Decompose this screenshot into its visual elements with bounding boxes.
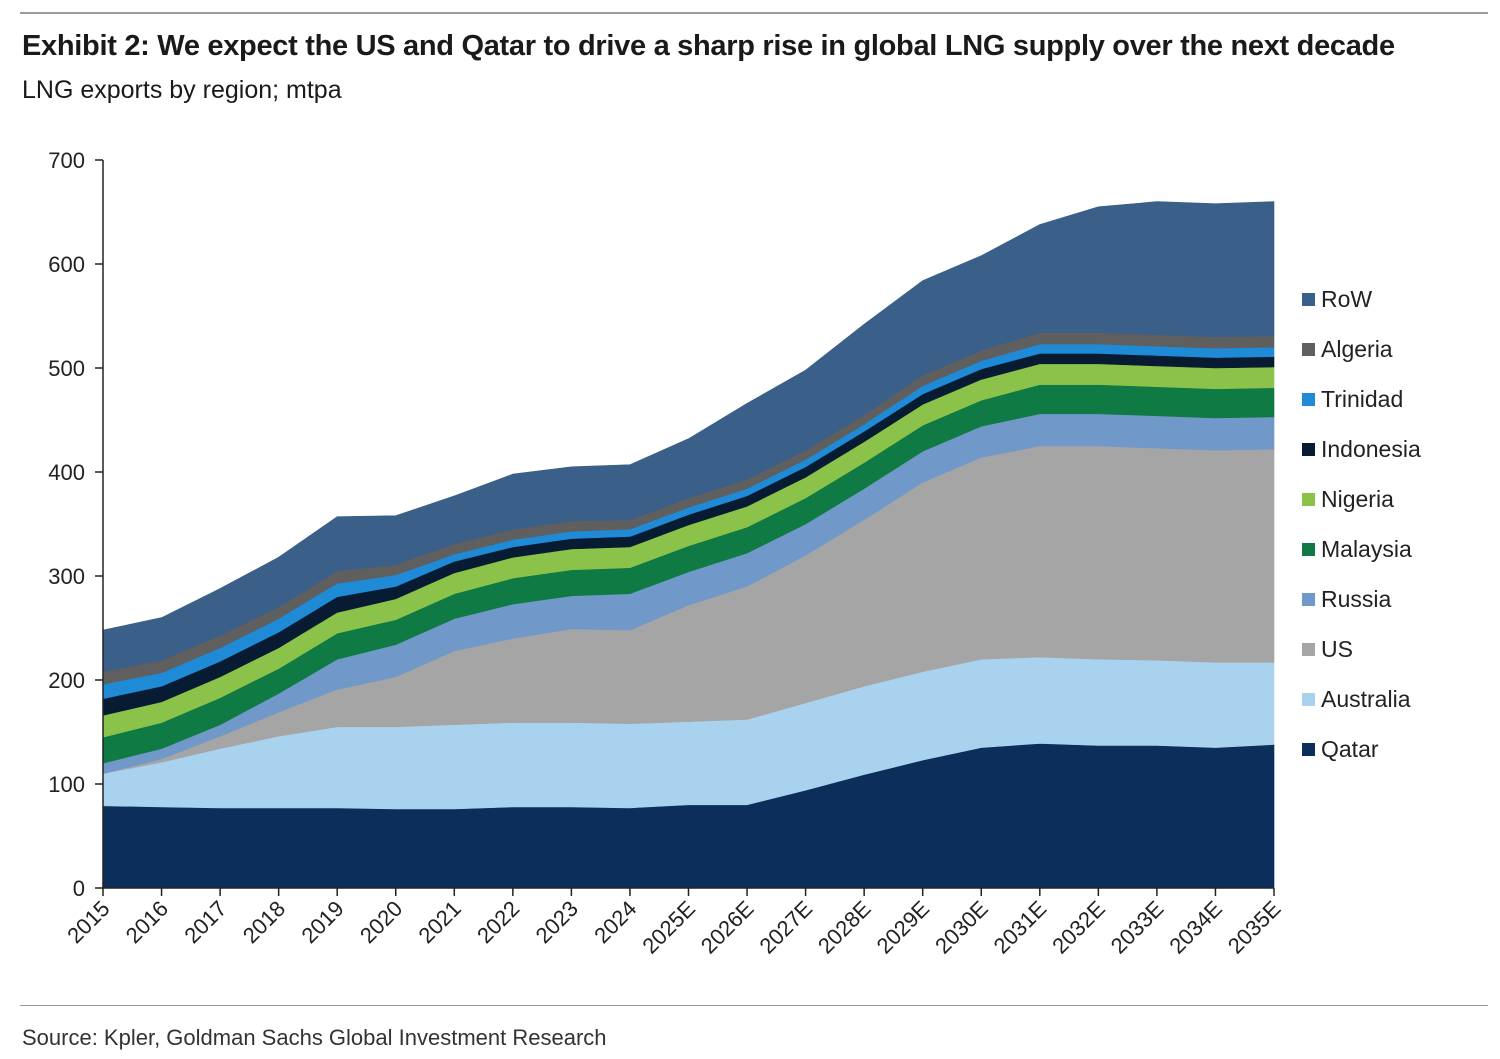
y-tick-label: 300 xyxy=(48,564,85,589)
x-tick-label: 2020 xyxy=(355,896,407,948)
legend-label: Russia xyxy=(1321,585,1392,612)
x-tick-label: 2015 xyxy=(62,896,114,948)
legend-label: Trinidad xyxy=(1321,385,1404,412)
legend-swatch xyxy=(1302,392,1315,406)
area-row xyxy=(102,201,1275,673)
legend-item-indonesia: Indonesia xyxy=(1302,434,1421,464)
y-tick-label: 700 xyxy=(48,148,85,173)
y-tick-label: 0 xyxy=(73,876,85,901)
legend-item-nigeria: Nigeria xyxy=(1302,484,1394,514)
legend-item-malaysia: Malaysia xyxy=(1302,534,1412,564)
y-tick-label: 100 xyxy=(48,772,85,797)
legend-label: RoW xyxy=(1321,285,1373,312)
legend-label: Nigeria xyxy=(1321,485,1394,512)
legend-item-australia: Australia xyxy=(1302,684,1410,714)
legend-swatch xyxy=(1302,492,1315,506)
legend-swatch xyxy=(1302,692,1315,706)
x-tick-label: 2023 xyxy=(531,896,583,948)
legend-item-us: US xyxy=(1302,634,1353,664)
x-tick-label: 2025E xyxy=(637,896,700,959)
legend-swatch xyxy=(1302,742,1315,756)
y-tick-label: 500 xyxy=(48,356,85,381)
legend-label: Australia xyxy=(1321,685,1411,712)
legend-label: Algeria xyxy=(1321,335,1393,362)
source-note: Source: Kpler, Goldman Sachs Global Inve… xyxy=(22,1025,607,1050)
legend-swatch xyxy=(1302,592,1315,606)
legend-swatch xyxy=(1302,342,1315,356)
y-tick-label: 600 xyxy=(48,252,85,277)
legend-label: US xyxy=(1321,635,1353,662)
x-tick-label: 2032E xyxy=(1047,896,1110,959)
y-tick-label: 200 xyxy=(48,668,85,693)
legend-item-row: RoW xyxy=(1302,284,1372,314)
x-tick-label: 2016 xyxy=(121,896,173,948)
legend-swatch xyxy=(1302,292,1315,306)
top-rule xyxy=(20,12,1488,14)
x-tick-label: 2033E xyxy=(1106,896,1169,959)
legend-item-trinidad: Trinidad xyxy=(1302,384,1403,414)
legend-item-qatar: Qatar xyxy=(1302,734,1379,764)
x-tick-label: 2027E xyxy=(754,896,817,959)
chart-subtitle: LNG exports by region; mtpa xyxy=(22,76,342,104)
x-tick-label: 2024 xyxy=(589,896,641,948)
area-layers xyxy=(102,201,1275,889)
legend-swatch xyxy=(1302,442,1315,456)
x-tick-label: 2026E xyxy=(696,896,759,959)
x-tick-label: 2028E xyxy=(813,896,876,959)
x-tick-label: 2030E xyxy=(930,896,993,959)
x-tick-label: 2022 xyxy=(472,896,524,948)
bottom-rule xyxy=(20,1005,1488,1006)
x-tick-label: 2034E xyxy=(1164,896,1227,959)
legend-label: Indonesia xyxy=(1321,435,1421,462)
x-tick-label: 2021 xyxy=(414,896,466,948)
legend-label: Malaysia xyxy=(1321,535,1412,562)
x-tick-label: 2029E xyxy=(872,896,935,959)
y-tick-label: 400 xyxy=(48,460,85,485)
x-tick-label: 2017 xyxy=(179,896,231,948)
legend-item-russia: Russia xyxy=(1302,584,1391,614)
legend-swatch xyxy=(1302,542,1315,556)
legend-swatch xyxy=(1302,642,1315,656)
legend-item-algeria: Algeria xyxy=(1302,334,1393,364)
legend-label: Qatar xyxy=(1321,735,1379,762)
x-tick-label: 2035E xyxy=(1223,896,1286,959)
x-tick-label: 2018 xyxy=(238,896,290,948)
x-tick-label: 2031E xyxy=(989,896,1052,959)
x-tick-label: 2019 xyxy=(296,896,348,948)
chart-title: Exhibit 2: We expect the US and Qatar to… xyxy=(22,30,1395,62)
